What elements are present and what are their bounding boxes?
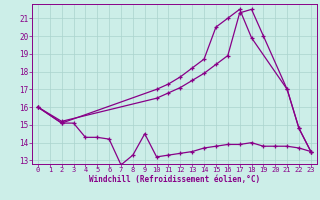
X-axis label: Windchill (Refroidissement éolien,°C): Windchill (Refroidissement éolien,°C) [89,175,260,184]
